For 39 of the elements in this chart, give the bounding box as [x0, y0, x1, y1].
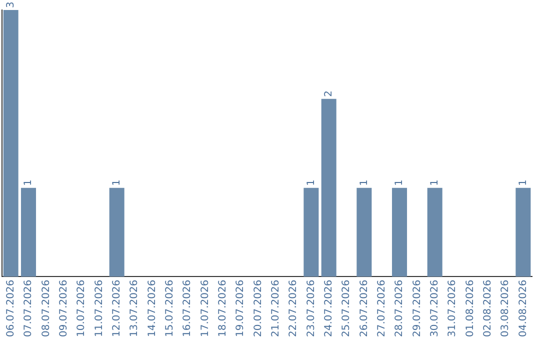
x-tick-label: 25.07.2026 [341, 280, 352, 338]
x-tick-label: 15.07.2026 [164, 280, 176, 338]
data-label: 1 [429, 179, 440, 186]
x-tick-label: 12.07.2026 [111, 280, 122, 338]
data-label: 2 [323, 90, 334, 97]
x-tick-label: 01.08.2026 [464, 280, 476, 338]
x-tick-label: 30.07.2026 [429, 280, 440, 338]
x-tick-label: 20.07.2026 [252, 280, 264, 338]
x-tick-label: 10.07.2026 [76, 280, 88, 338]
x-tick-label: 28.07.2026 [394, 280, 406, 338]
data-label: 1 [306, 179, 317, 186]
x-tick-label: 11.07.2026 [94, 280, 105, 338]
data-label: 1 [23, 179, 34, 186]
x-tick-label: 23.07.2026 [306, 280, 317, 338]
x-tick-label: 17.07.2026 [200, 280, 211, 338]
x-tick-label: 04.08.2026 [518, 280, 529, 338]
x-tick-label: 06.07.2026 [5, 280, 16, 338]
x-tick-label: 29.07.2026 [412, 280, 423, 338]
x-tick-label: 16.07.2026 [182, 280, 194, 338]
data-label: 3 [5, 2, 16, 8]
x-tick-label: 26.07.2026 [358, 280, 370, 338]
x-tick-label: 31.07.2026 [447, 280, 458, 338]
x-tick-label: 02.08.2026 [482, 280, 494, 338]
data-label: 1 [518, 179, 529, 186]
x-tick-label: 24.07.2026 [323, 280, 334, 338]
x-tick-label: 08.07.2026 [40, 280, 52, 338]
x-tick-label: 19.07.2026 [235, 280, 246, 338]
x-tick-label: 09.07.2026 [58, 280, 70, 338]
data-label: 1 [358, 179, 370, 186]
data-label: 1 [111, 179, 122, 186]
x-tick-label: 18.07.2026 [217, 280, 228, 338]
x-tick-label: 07.07.2026 [23, 280, 34, 338]
x-tick-label: 22.07.2026 [288, 280, 300, 338]
x-tick-label: 21.07.2026 [270, 280, 282, 338]
x-tick-label: 14.07.2026 [146, 280, 158, 338]
x-tick-label: 13.07.2026 [129, 280, 140, 338]
x-tick-label: 03.08.2026 [500, 280, 512, 338]
x-tick-label: 27.07.2026 [376, 280, 388, 338]
data-label: 1 [394, 179, 406, 186]
